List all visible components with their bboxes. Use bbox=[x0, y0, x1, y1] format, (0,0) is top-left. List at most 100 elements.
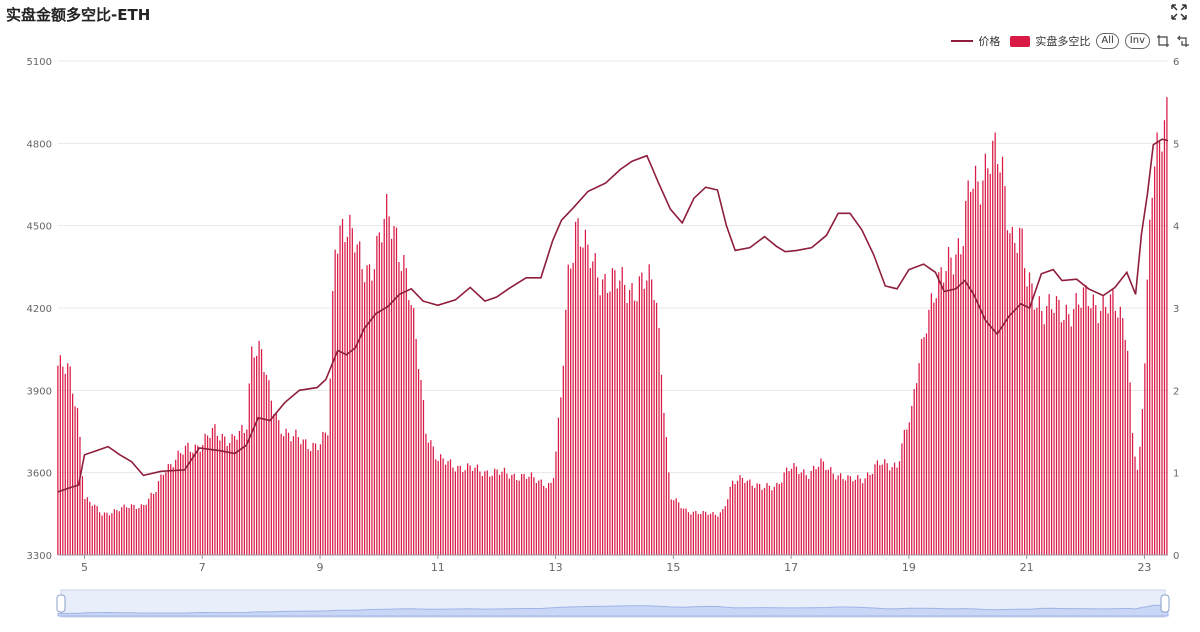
ratio-bar bbox=[106, 512, 108, 555]
ratio-bar bbox=[464, 470, 466, 555]
ratio-bar bbox=[209, 437, 211, 555]
ratio-bar bbox=[373, 269, 376, 555]
slider-preview bbox=[57, 604, 1169, 617]
ratio-bar bbox=[866, 472, 869, 555]
ratio-bar bbox=[996, 164, 999, 555]
ratio-bar bbox=[229, 442, 231, 555]
ratio-bar bbox=[91, 505, 93, 555]
ratio-bar bbox=[312, 442, 314, 555]
slider-handle[interactable] bbox=[1160, 594, 1170, 613]
ratio-bar bbox=[67, 363, 69, 555]
ratio-bar bbox=[675, 498, 677, 555]
ratio-bar bbox=[837, 475, 839, 555]
ratio-bar bbox=[574, 221, 577, 555]
data-zoom-slider[interactable] bbox=[56, 589, 1170, 618]
legend-all-button[interactable]: All bbox=[1096, 33, 1119, 49]
ratio-bar bbox=[1119, 306, 1121, 555]
ratio-bar bbox=[1001, 156, 1004, 555]
ratio-bar bbox=[1060, 322, 1063, 555]
grid-lines bbox=[58, 60, 1168, 556]
legend-item-ratio[interactable]: 实盘多空比 bbox=[1010, 33, 1090, 49]
ratio-bar bbox=[309, 451, 312, 555]
ratio-bar bbox=[638, 276, 641, 555]
ratio-bar bbox=[503, 467, 506, 555]
ratio-bar bbox=[611, 268, 614, 555]
ratio-bar bbox=[64, 373, 66, 555]
ratio-bar bbox=[484, 471, 486, 555]
ratio-bar bbox=[494, 468, 496, 555]
ratio-bar bbox=[170, 464, 172, 555]
ratio-bar bbox=[682, 508, 685, 555]
ratio-bar bbox=[631, 283, 633, 555]
ratio-bar bbox=[179, 453, 182, 555]
slider-track[interactable] bbox=[60, 589, 1166, 618]
legend-item-price[interactable]: 价格 bbox=[951, 33, 1000, 49]
ratio-bar bbox=[724, 506, 726, 555]
ratio-bar bbox=[842, 479, 844, 555]
zoom-select-icon[interactable] bbox=[1156, 34, 1170, 48]
ratio-bar bbox=[712, 511, 714, 555]
ratio-bar bbox=[665, 437, 668, 555]
ratio-bar bbox=[938, 272, 940, 555]
y-right-tick-label: 0 bbox=[1173, 551, 1179, 562]
ratio-bar bbox=[719, 512, 721, 555]
ratio-bar bbox=[766, 483, 768, 555]
ratio-bar bbox=[1021, 228, 1023, 556]
legend-price-label: 价格 bbox=[978, 35, 1001, 48]
ratio-bar bbox=[732, 480, 734, 555]
ratio-bar bbox=[79, 436, 81, 555]
ratio-bar bbox=[231, 434, 233, 555]
ratio-bar bbox=[648, 264, 650, 555]
ratio-bar bbox=[943, 282, 945, 555]
expand-arrows-icon[interactable] bbox=[1170, 3, 1188, 21]
ratio-bar bbox=[660, 374, 663, 555]
x-tick-label: 11 bbox=[431, 561, 445, 574]
ratio-bar bbox=[160, 474, 162, 555]
ratio-bar bbox=[614, 270, 616, 555]
ratio-bar bbox=[258, 340, 260, 555]
ratio-bar bbox=[206, 435, 209, 555]
ratio-bar bbox=[263, 372, 265, 555]
slider-handle[interactable] bbox=[56, 594, 66, 613]
legend-inv-button[interactable]: Inv bbox=[1124, 33, 1150, 49]
ratio-bar bbox=[327, 435, 329, 555]
ratio-bar bbox=[680, 508, 682, 555]
ratio-bar bbox=[844, 480, 847, 555]
ratio-bar bbox=[123, 504, 125, 555]
ratio-bar bbox=[182, 454, 184, 555]
ratio-bar bbox=[175, 459, 177, 555]
ratio-bar bbox=[913, 389, 915, 555]
ratio-bar bbox=[1134, 456, 1136, 555]
ratio-bar bbox=[552, 478, 555, 555]
ratio-bar bbox=[646, 280, 648, 555]
ratio-bar bbox=[1077, 304, 1080, 555]
ratio-bar bbox=[709, 513, 712, 555]
ratio-bar bbox=[992, 140, 994, 555]
ratio-bar bbox=[390, 238, 393, 555]
ratio-bar bbox=[322, 431, 324, 555]
ratio-bar bbox=[805, 475, 807, 555]
ratio-bar bbox=[562, 365, 564, 555]
ratio-bar bbox=[278, 420, 280, 555]
ratio-bar bbox=[1127, 350, 1129, 555]
ratio-bar bbox=[440, 454, 442, 555]
ratio-bar bbox=[192, 452, 194, 555]
ratio-bar bbox=[334, 249, 336, 555]
ratio-bar bbox=[1102, 295, 1104, 555]
ratio-bar bbox=[98, 512, 101, 555]
ratio-bar bbox=[108, 515, 111, 555]
ratio-bar bbox=[982, 180, 984, 556]
ratio-bars bbox=[57, 97, 1168, 556]
ratio-bar bbox=[1114, 310, 1117, 555]
ratio-bar bbox=[592, 261, 594, 555]
ratio-bar bbox=[1166, 97, 1168, 556]
zoom-reset-icon[interactable] bbox=[1176, 34, 1190, 48]
ratio-bar bbox=[560, 397, 562, 555]
ratio-bar bbox=[425, 433, 427, 555]
ratio-bar bbox=[366, 265, 368, 555]
ratio-bar bbox=[773, 486, 775, 555]
ratio-bar bbox=[371, 280, 373, 555]
ratio-bar bbox=[854, 479, 856, 555]
ratio-bar bbox=[528, 476, 530, 555]
